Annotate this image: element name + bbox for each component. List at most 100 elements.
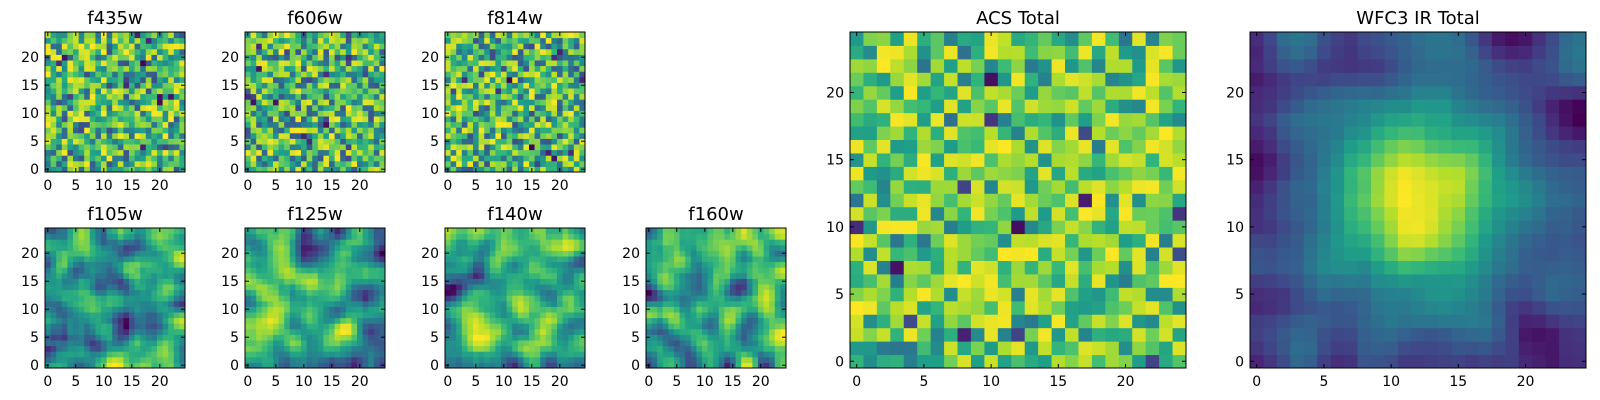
heatmap-cell [517, 289, 524, 296]
heatmap-cell [168, 149, 175, 156]
heatmap-cell [351, 312, 358, 319]
heatmap-cell [540, 32, 547, 39]
heatmap-cell [368, 272, 375, 279]
heatmap-cell [50, 121, 57, 128]
heatmap-cell [284, 99, 291, 106]
heatmap-cell [713, 362, 720, 369]
heatmap-cell [540, 54, 547, 61]
heatmap-cell [306, 65, 313, 72]
heatmap-cell [168, 250, 175, 257]
x-tick-label: 10 [295, 178, 313, 194]
heatmap-cell [568, 345, 575, 352]
heatmap-cell [674, 250, 681, 257]
heatmap-cell [769, 323, 776, 330]
heatmap-cell [95, 312, 102, 319]
heatmap-cell [1038, 287, 1053, 302]
heatmap-cell [534, 300, 541, 307]
heatmap-cell [579, 356, 586, 363]
heatmap-cell [534, 160, 541, 167]
heatmap-cell [312, 233, 319, 240]
heatmap-cell [89, 261, 96, 268]
heatmap-cell [61, 328, 68, 335]
heatmap-cell [145, 116, 152, 123]
heatmap-cell [295, 32, 302, 39]
heatmap-cell [478, 43, 485, 50]
heatmap-cell [73, 233, 80, 240]
heatmap-cell [173, 228, 180, 235]
heatmap-cell [323, 300, 330, 307]
heatmap-cell [340, 99, 347, 106]
heatmap-cell [1078, 220, 1093, 235]
heatmap-cell [997, 354, 1012, 369]
heatmap-cell [61, 54, 68, 61]
heatmap-cell [769, 300, 776, 307]
heatmap-cell [545, 306, 552, 313]
heatmap-cell [1065, 260, 1079, 275]
heatmap-cell [696, 306, 703, 313]
heatmap-cell [467, 138, 474, 145]
heatmap-cell [506, 356, 513, 363]
heatmap-cell [445, 93, 452, 100]
heatmap-cell [112, 228, 119, 235]
heatmap-cell [484, 256, 491, 263]
heatmap-cell [668, 233, 675, 240]
heatmap-cell [112, 340, 119, 347]
heatmap-cell [501, 328, 508, 335]
heatmap-cell [323, 228, 330, 235]
heatmap-cell [129, 104, 136, 111]
heatmap-cell [970, 233, 985, 248]
heatmap-cell [573, 228, 580, 235]
heatmap-cell [478, 104, 485, 111]
x-tick-label: 10 [495, 374, 513, 390]
heatmap-cell [101, 317, 108, 324]
heatmap-cell [273, 328, 280, 335]
heatmap-cell [534, 356, 541, 363]
heatmap-cell [112, 233, 119, 240]
heatmap-cell [145, 144, 152, 151]
heatmap-cell [61, 93, 68, 100]
heatmap-cell [168, 306, 175, 313]
heatmap-cell [323, 233, 330, 240]
heatmap-cell [123, 149, 130, 156]
heatmap-cell [957, 273, 972, 288]
heatmap-cell [863, 260, 878, 275]
x-tick-label: 5 [672, 374, 681, 390]
heatmap-cell [61, 356, 68, 363]
heatmap-cell [284, 250, 291, 257]
heatmap-cell [162, 93, 169, 100]
heatmap-cell [456, 160, 463, 167]
heatmap-cell [112, 244, 119, 251]
heatmap-cell [702, 317, 709, 324]
y-tick-label: 10 [21, 302, 39, 318]
heatmap-cell [250, 116, 257, 123]
heatmap-cell [450, 116, 457, 123]
heatmap-cell [707, 340, 714, 347]
heatmap-cell [145, 160, 152, 167]
heatmap-cell [484, 155, 491, 162]
heatmap-cell [573, 82, 580, 89]
heatmap-cell [718, 312, 725, 319]
heatmap-cell [323, 272, 330, 279]
heatmap-cell [145, 32, 152, 39]
heatmap-cell [467, 284, 474, 291]
heatmap-cell [534, 272, 541, 279]
heatmap-cell [646, 261, 653, 268]
heatmap-cell [162, 138, 169, 145]
heatmap-cell [724, 284, 731, 291]
heatmap-cell [685, 284, 692, 291]
x-tick-label: 15 [523, 178, 541, 194]
heatmap-cell [461, 54, 468, 61]
heatmap-cell [89, 340, 96, 347]
heatmap-cell [484, 104, 491, 111]
heatmap-cell [1145, 179, 1160, 194]
heatmap-cell [256, 132, 263, 139]
heatmap-cell [140, 284, 147, 291]
heatmap-cell [173, 362, 180, 369]
heatmap-cell [162, 127, 169, 134]
heatmap-cell [89, 278, 96, 285]
heatmap-cell [329, 334, 336, 341]
heatmap-cell [61, 110, 68, 117]
heatmap-cell [301, 250, 308, 257]
heatmap-cell [579, 37, 586, 44]
heatmap-cell [478, 261, 485, 268]
